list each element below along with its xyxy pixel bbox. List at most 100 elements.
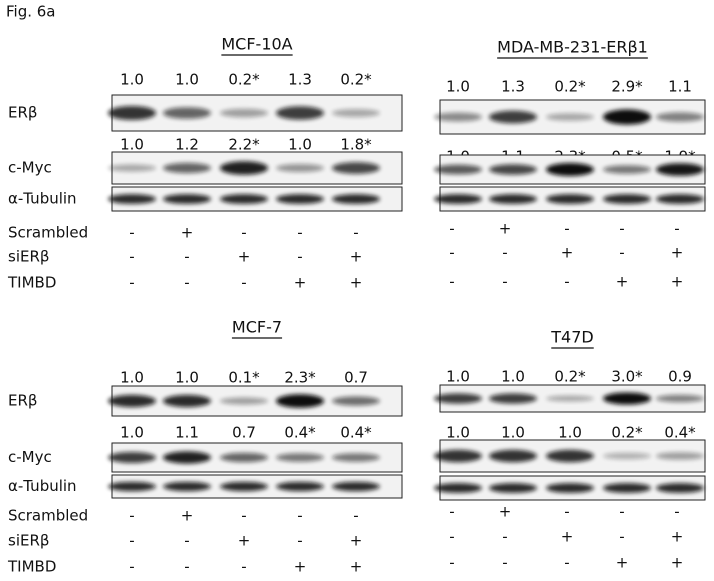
myc-band [332, 162, 380, 174]
myc-band [220, 161, 268, 175]
myc-band [603, 165, 651, 174]
erb-value: 1.3 [288, 71, 312, 89]
myc-value: 1.1 [175, 424, 199, 442]
myc-band [108, 452, 156, 463]
myc-value: 0.7 [232, 424, 256, 442]
erb-band [332, 396, 380, 406]
myc-value: 1.0 [288, 136, 312, 154]
treatment-sign: - [297, 507, 302, 525]
tubulin-band [332, 194, 380, 204]
treatment-sign: - [619, 528, 624, 546]
panel-title: MDA-MB-231-ERβ1 [497, 38, 648, 57]
tubulin-band [489, 483, 537, 493]
myc-value: 1.0 [558, 424, 582, 442]
tubulin-band [163, 481, 211, 492]
myc-band [656, 163, 704, 176]
treatment-sign: - [129, 507, 134, 525]
tubulin-band [656, 194, 704, 204]
treatment-sign: - [297, 248, 302, 266]
myc-band [434, 449, 482, 463]
erb-value: 1.1 [668, 78, 692, 96]
treatment-sign: + [350, 532, 363, 550]
treatment-sign: - [564, 503, 569, 521]
erb-value: 0.1* [228, 369, 260, 387]
panel-title: T47D [550, 328, 593, 347]
treatment-sign: - [619, 244, 624, 262]
treatment-sign: + [671, 273, 684, 291]
erb-value: 0.7 [344, 369, 368, 387]
erb-band [489, 110, 537, 124]
erb-band [603, 109, 651, 125]
myc-value: 1.2 [175, 136, 199, 154]
treatment-sign: - [184, 532, 189, 550]
treatment-sign: + [350, 558, 363, 576]
erb-band [163, 394, 211, 408]
row-label: α-Tubulin [8, 190, 77, 208]
treatment-sign: - [241, 274, 246, 292]
treatment-sign: - [619, 503, 624, 521]
myc-band [603, 452, 651, 460]
treatment-sign: - [241, 507, 246, 525]
erb-band [656, 394, 704, 403]
treatment-sign: + [294, 558, 307, 576]
treatment-sign: - [502, 554, 507, 572]
tubulin-band [603, 483, 651, 493]
myc-value: 1.0 [120, 424, 144, 442]
panel-title: MCF-7 [232, 318, 282, 337]
myc-band [220, 452, 268, 463]
panel-title: MCF-10A [221, 35, 292, 54]
treatment-sign: + [238, 532, 251, 550]
treatment-sign: - [674, 220, 679, 238]
myc-band [434, 164, 482, 175]
myc-band [332, 453, 380, 462]
treatment-sign: - [129, 248, 134, 266]
treatment-sign: + [499, 220, 512, 238]
treatment-sign: - [297, 532, 302, 550]
myc-band [276, 163, 324, 173]
treatment-sign: + [561, 528, 574, 546]
tubulin-band [220, 194, 268, 204]
row-label: ERβ [8, 104, 37, 122]
erb-band [489, 393, 537, 404]
row-label: c-Myc [8, 159, 52, 177]
myc-value: 0.2* [611, 424, 643, 442]
erb-band [276, 394, 324, 408]
erb-band [220, 108, 268, 118]
tubulin-band [332, 481, 380, 492]
treatment-sign: + [671, 244, 684, 262]
erb-value: 0.9 [668, 368, 692, 386]
myc-value: 1.0 [501, 424, 525, 442]
erb-band [108, 105, 156, 121]
erb-value: 1.0 [120, 369, 144, 387]
treatment-sign: + [294, 274, 307, 292]
erb-value: 1.0 [175, 71, 199, 89]
tubulin-band [163, 194, 211, 204]
treatment-sign: + [181, 507, 194, 525]
treatment-sign: - [449, 273, 454, 291]
treatment-sign: - [619, 220, 624, 238]
erb-value: 2.3* [284, 369, 316, 387]
treatment-sign: - [241, 558, 246, 576]
erb-value: 0.2* [228, 71, 260, 89]
myc-band [489, 164, 537, 175]
treatment-sign: - [184, 558, 189, 576]
treatment-label: siERβ [8, 248, 49, 266]
myc-value: 0.4* [340, 424, 372, 442]
treatment-sign: - [449, 503, 454, 521]
erb-value: 0.2* [554, 368, 586, 386]
erb-band [603, 392, 651, 405]
treatment-sign: + [561, 244, 574, 262]
myc-band [656, 452, 704, 460]
tubulin-band [656, 483, 704, 493]
erb-band [656, 112, 704, 122]
tubulin-band [489, 194, 537, 204]
treatment-sign: - [502, 273, 507, 291]
erb-band [276, 106, 324, 120]
erb-value: 1.3 [501, 78, 525, 96]
erb-band [434, 112, 482, 122]
erb-value: 1.0 [175, 369, 199, 387]
myc-value: 1.0 [446, 424, 470, 442]
tubulin-band [108, 481, 156, 492]
myc-value: 1.0 [120, 136, 144, 154]
